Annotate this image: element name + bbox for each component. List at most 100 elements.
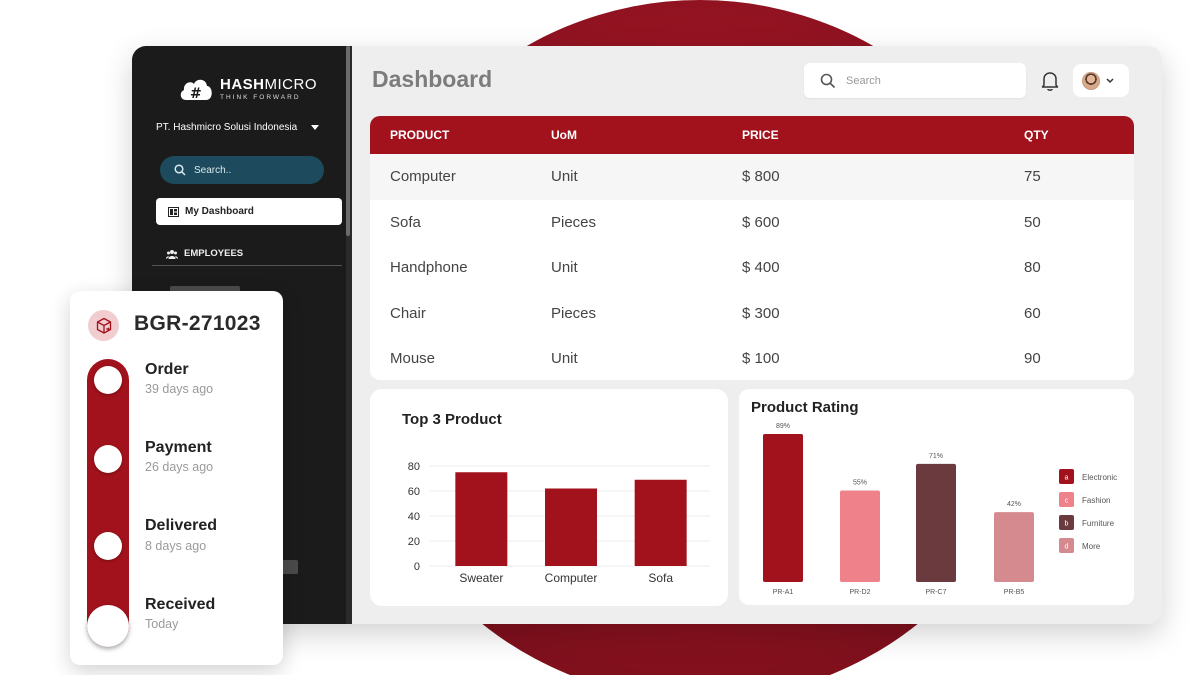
legend-swatch <box>1059 538 1074 553</box>
legend-label[interactable]: Electronic <box>1082 473 1117 482</box>
data-label: 55% <box>853 480 867 487</box>
people-icon <box>166 249 178 259</box>
step-marker-order <box>94 366 122 394</box>
sidebar-scrollbar[interactable] <box>346 46 350 236</box>
app-window: # HASHMICRO THINK FORWARD PT. Hashmicro … <box>132 46 1162 624</box>
table-row[interactable]: Computer Unit $ 800 75 <box>370 154 1134 200</box>
legend-key: c <box>1065 498 1069 505</box>
sidebar-item-my-dashboard[interactable]: My Dashboard <box>156 198 342 225</box>
dashboard-icon <box>168 206 179 217</box>
column-header-uom[interactable]: UoM <box>551 128 577 142</box>
legend-swatch <box>1059 515 1074 530</box>
legend-label[interactable]: More <box>1082 542 1101 551</box>
cell-uom: Unit <box>551 259 578 277</box>
bar[interactable] <box>994 512 1034 582</box>
x-tick-label: Sweater <box>459 571 503 585</box>
svg-text:#: # <box>190 86 202 102</box>
bell-icon[interactable] <box>1040 70 1060 92</box>
step-marker-payment <box>94 445 122 473</box>
avatar <box>1082 71 1100 90</box>
y-tick-label: 20 <box>408 536 420 548</box>
logo-tagline: THINK FORWARD <box>220 93 301 101</box>
table-header: PRODUCT UoM PRICE QTY <box>370 116 1134 154</box>
brand-logo[interactable]: # HASHMICRO THINK FORWARD <box>178 76 317 102</box>
column-header-price[interactable]: PRICE <box>742 128 779 142</box>
column-header-qty[interactable]: QTY <box>1024 128 1049 142</box>
cell-product: Computer <box>390 168 456 186</box>
legend-label[interactable]: Furniture <box>1082 519 1115 528</box>
sidebar-edge <box>346 46 352 624</box>
cell-product: Mouse <box>390 350 436 368</box>
bar[interactable] <box>916 463 956 582</box>
sidebar-search-placeholder: Search.. <box>194 164 232 176</box>
step-time-received: Today <box>145 617 179 631</box>
y-tick-label: 0 <box>414 561 420 573</box>
legend-swatch <box>1059 469 1074 484</box>
cell-uom: Pieces <box>551 304 597 322</box>
table-row[interactable]: Handphone Unit $ 400 80 <box>370 245 1134 291</box>
legend-key: b <box>1065 521 1069 528</box>
cell-price: $ 800 <box>742 168 780 186</box>
order-code: BGR-271023 <box>134 312 261 335</box>
data-label: 89% <box>776 423 790 430</box>
y-tick-label: 60 <box>408 486 420 498</box>
cell-product: Chair <box>390 304 426 322</box>
bar[interactable] <box>634 479 687 566</box>
cell-price: $ 100 <box>742 350 780 368</box>
data-label: 42% <box>1007 501 1021 508</box>
step-title-delivered: Delivered <box>145 517 218 534</box>
bar[interactable] <box>763 434 803 582</box>
bar[interactable] <box>840 490 880 582</box>
x-tick-label: Computer <box>545 571 598 585</box>
bar[interactable] <box>455 472 508 566</box>
x-tick-label: PR-D2 <box>849 589 870 596</box>
table-row[interactable]: Mouse Unit $ 100 90 <box>370 336 1134 380</box>
logo-wordmark: HASHMICRO <box>220 75 318 93</box>
product-table: PRODUCT UoM PRICE QTY Computer Unit $ 80… <box>370 116 1134 380</box>
company-selector[interactable]: PT. Hashmicro Solusi Indonesia <box>156 122 320 133</box>
search-placeholder: Search <box>846 74 881 87</box>
step-time-order: 39 days ago <box>145 382 214 396</box>
company-name: PT. Hashmicro Solusi Indonesia <box>156 122 298 133</box>
legend-label[interactable]: Fashion <box>1082 496 1110 505</box>
sidebar-item-employees[interactable]: EMPLOYEES <box>152 242 342 266</box>
sidebar-item-label: My Dashboard <box>185 206 254 217</box>
cell-price: $ 300 <box>742 304 780 322</box>
chevron-down-icon <box>1106 77 1114 83</box>
product-rating-title: Product Rating <box>751 399 859 416</box>
column-header-product[interactable]: PRODUCT <box>390 128 450 142</box>
cell-qty: 60 <box>1024 304 1041 322</box>
search-icon <box>820 73 836 88</box>
cell-qty: 90 <box>1024 350 1041 368</box>
sidebar-search-input[interactable]: Search.. <box>160 156 324 184</box>
x-tick-label: PR-A1 <box>773 589 794 596</box>
y-tick-label: 40 <box>408 511 420 523</box>
search-icon <box>174 164 186 176</box>
table-row[interactable]: Chair Pieces $ 300 60 <box>370 291 1134 337</box>
cell-qty: 75 <box>1024 168 1041 186</box>
product-rating-chart: 89% PR-A1 55% PR-D2 71% PR-C7 42% PR-B5 a Electro… <box>763 423 1117 596</box>
product-rating-card: Product Rating 89% PR-A1 55% PR-D2 71% PR-C7 4… <box>739 389 1134 605</box>
x-tick-label: PR-C7 <box>925 589 946 596</box>
search-input[interactable]: Search <box>804 63 1026 98</box>
step-time-delivered: 8 days ago <box>145 539 207 553</box>
cloud-hash-icon: # <box>180 79 212 102</box>
step-marker-received <box>87 605 129 647</box>
cell-qty: 80 <box>1024 259 1041 277</box>
bar[interactable] <box>545 488 597 567</box>
page-title: Dashboard <box>372 66 493 92</box>
step-title-order: Order <box>145 361 189 378</box>
cell-price: $ 600 <box>742 213 780 231</box>
cell-uom: Unit <box>551 350 578 368</box>
cell-uom: Unit <box>551 168 578 186</box>
table-row[interactable]: Sofa Pieces $ 600 50 <box>370 200 1134 246</box>
cell-uom: Pieces <box>551 213 597 231</box>
x-tick-label: Sofa <box>648 571 673 585</box>
user-menu[interactable] <box>1073 64 1129 97</box>
step-title-payment: Payment <box>145 439 212 456</box>
legend-key: a <box>1065 475 1069 482</box>
legend-swatch <box>1059 492 1074 507</box>
package-icon <box>88 310 119 341</box>
cell-price: $ 400 <box>742 259 780 277</box>
